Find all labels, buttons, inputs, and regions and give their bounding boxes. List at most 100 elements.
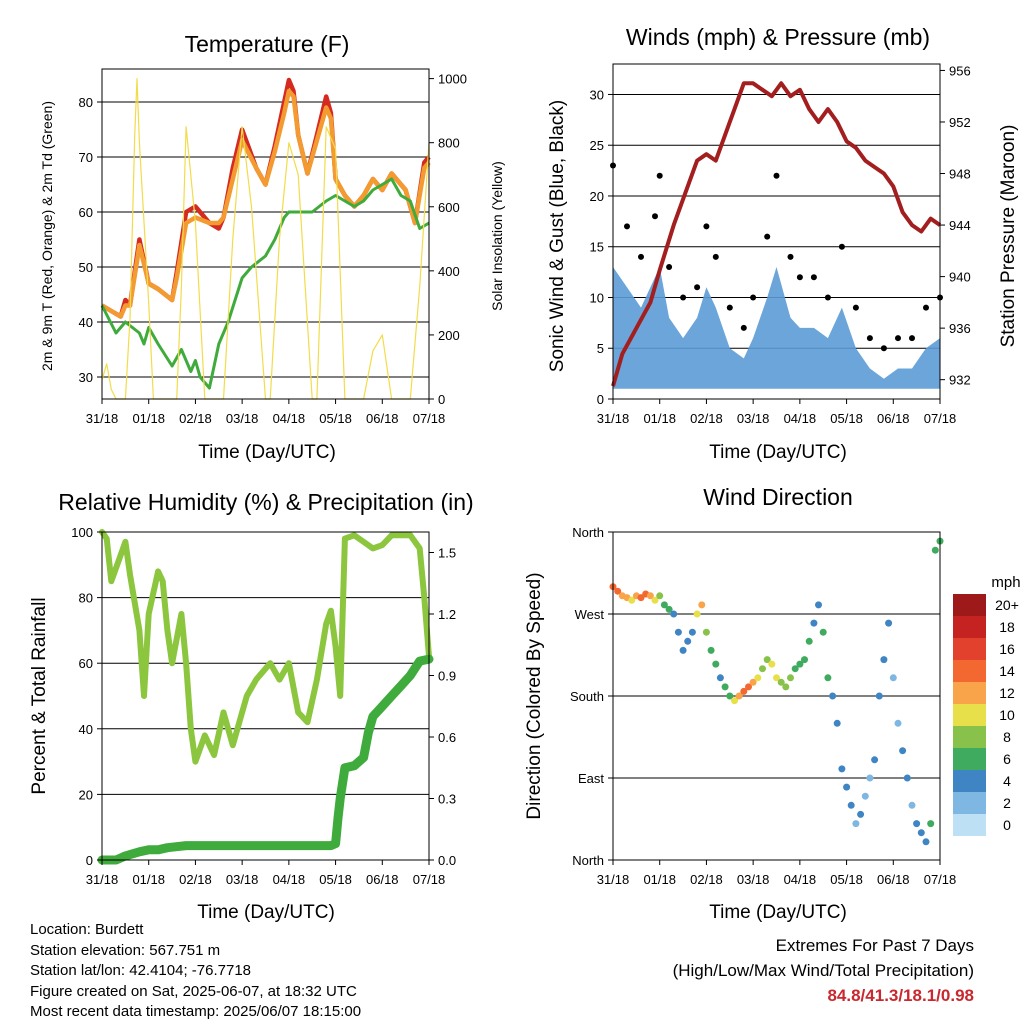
- y-right-tick-label: 1.5: [438, 546, 456, 561]
- y-tick-label: 40: [79, 722, 93, 737]
- colorbar-swatch: [953, 660, 986, 682]
- colorbar-label: 6: [1003, 751, 1011, 767]
- y-right-tick-label: 0: [438, 392, 445, 407]
- x-tick-label: 03/18: [737, 872, 770, 887]
- temperature-ylabel: 2m & 9m T (Red, Orange) & 2m Td (Green): [39, 101, 55, 371]
- direction-point: [871, 756, 879, 764]
- x-tick-label: 07/18: [413, 872, 446, 887]
- direction-point: [773, 674, 780, 682]
- wind-direction-grid: [613, 531, 940, 861]
- y-tick-label: 40: [79, 315, 93, 330]
- colorbar-swatch: [953, 748, 986, 770]
- colorbar-label: 10: [999, 707, 1015, 723]
- y-right-tick-label: 200: [438, 328, 460, 343]
- gust-point: [824, 294, 831, 301]
- figure-created: Figure created on Sat, 2025-06-07, at 18…: [30, 982, 357, 1000]
- direction-point: [913, 820, 921, 828]
- winds-title: Winds (mph) & Pressure (mb): [626, 24, 930, 50]
- direction-point: [861, 792, 869, 800]
- direction-point: [805, 637, 813, 645]
- y-tick-label: 10: [590, 290, 604, 305]
- y-tick-label: North: [572, 853, 604, 868]
- y-tick-label: West: [575, 607, 605, 622]
- direction-point: [815, 601, 822, 609]
- direction-point: [712, 660, 720, 668]
- x-tick-label: 03/18: [737, 411, 770, 426]
- direction-point: [731, 697, 738, 705]
- direction-point: [922, 838, 930, 846]
- direction-point: [889, 674, 897, 682]
- colorbar-label: 14: [999, 663, 1015, 679]
- humidity-line: [99, 529, 432, 765]
- direction-point: [726, 692, 734, 700]
- colorbar-label: 0: [1003, 817, 1011, 833]
- temperature-grid: [102, 101, 429, 378]
- rh-plot-frame: [101, 531, 430, 861]
- direction-point: [782, 683, 790, 691]
- direction-point: [787, 674, 794, 682]
- direction-point: [740, 687, 748, 695]
- direction-point: [917, 829, 925, 837]
- y-tick-label: 70: [79, 150, 93, 165]
- direction-point: [679, 646, 687, 654]
- y-tick-label: 25: [590, 138, 604, 153]
- x-tick-label: 04/18: [273, 411, 306, 426]
- gust-point: [652, 213, 658, 220]
- direction-point: [707, 646, 715, 654]
- x-tick-label: 02/18: [690, 872, 723, 887]
- direction-point: [651, 596, 659, 604]
- direction-point: [875, 692, 883, 700]
- x-tick-label: 01/18: [643, 411, 676, 426]
- station-elevation: Station elevation: 567.751 m: [30, 941, 221, 959]
- y-tick-label: 15: [590, 240, 604, 255]
- wind-direction-series: [609, 537, 944, 846]
- direction-point: [885, 619, 893, 627]
- rh-ticks: 0 20 40 60 80 100 0.0 0.3 0.6 0.9 1.2 1.5 31/18 01/18…: [71, 525, 456, 887]
- y-right-tick-label: 944: [949, 218, 971, 233]
- x-tick-label: 03/18: [226, 872, 259, 887]
- gust-point: [880, 345, 887, 352]
- temperature-series-line: [101, 77, 430, 400]
- direction-point: [674, 628, 682, 636]
- x-tick-label: 05/18: [830, 411, 863, 426]
- direction-point: [754, 674, 762, 682]
- x-tick-label: 02/18: [690, 411, 723, 426]
- y-tick-label: East: [578, 771, 604, 786]
- direction-point: [716, 674, 724, 682]
- gust-point: [703, 223, 710, 230]
- speed-colorbar: 20+ 18 16 14 12 10 8 6 4 2 0: [953, 594, 1019, 836]
- temperature-title: Temperature (F): [185, 31, 350, 57]
- y-tick-label: South: [570, 689, 604, 704]
- winds-series: [610, 81, 943, 389]
- y-tick-label: 30: [79, 370, 93, 385]
- colorbar-swatch: [953, 594, 986, 616]
- colorbar-swatch: [953, 814, 986, 836]
- y-tick-label: North: [572, 525, 604, 540]
- x-tick-label: 01/18: [643, 872, 676, 887]
- temperature-plot-frame: [101, 68, 430, 400]
- y-right-tick-label: 936: [949, 321, 971, 336]
- y-right-tick-label: 600: [438, 200, 460, 215]
- x-tick-label: 04/18: [273, 872, 306, 887]
- y-tick-label: 0: [597, 392, 604, 407]
- y-tick-label: 100: [71, 525, 93, 540]
- direction-point: [899, 747, 907, 755]
- colorbar-label: 16: [999, 641, 1015, 657]
- colorbar-label: 18: [999, 619, 1015, 635]
- gust-point: [726, 304, 733, 311]
- gust-point: [787, 253, 794, 260]
- sonic-wind-area: [613, 267, 940, 389]
- wind-direction-ylabel: Direction (Colored By Speed): [524, 572, 545, 819]
- rh-grid: [102, 531, 429, 861]
- temperature-xlabel: Time (Day/UTC): [198, 442, 336, 463]
- direction-point: [763, 656, 771, 664]
- gust-point: [764, 233, 771, 240]
- station-location: Location: Burdett: [30, 921, 144, 938]
- gust-point: [680, 294, 687, 301]
- direction-point: [684, 637, 692, 645]
- rh-ylabel: Percent & Total Rainfall: [29, 597, 50, 794]
- y-right-tick-label: 800: [438, 136, 460, 151]
- direction-point: [838, 765, 846, 773]
- direction-point: [721, 683, 729, 691]
